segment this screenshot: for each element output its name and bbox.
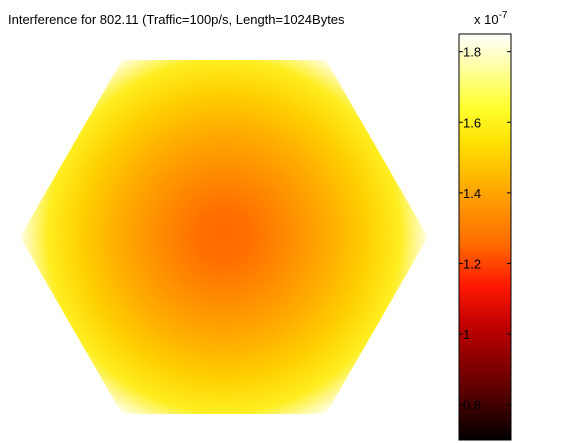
colorbar-multiplier-base: x 10 xyxy=(474,12,499,27)
colorbar-tick-label: 1 xyxy=(463,327,470,342)
chart-title: Interference for 802.11 (Traffic=100p/s,… xyxy=(8,12,345,27)
colorbar-tick-label: 1.8 xyxy=(463,45,481,60)
colorbar-exponent: -7 xyxy=(499,10,508,21)
colorbar-tick-label: 1.6 xyxy=(463,115,481,130)
colorbar-tick-label: 0.8 xyxy=(463,398,481,413)
colorbar-tick-label: 1.4 xyxy=(463,186,481,201)
colorbar-gradient xyxy=(459,34,511,440)
colorbar-tick-label: 1.2 xyxy=(463,256,481,271)
hexagon-heatmap xyxy=(20,60,428,414)
colorbar-ticks: 1.8 1.6 1.4 1.2 1 0.8 xyxy=(459,45,511,413)
colorbar-multiplier: x 10-7 xyxy=(474,10,508,27)
colorbar-frame xyxy=(458,33,512,441)
colorbar: 1.8 1.6 1.4 1.2 1 0.8 x 10-7 xyxy=(458,10,512,441)
